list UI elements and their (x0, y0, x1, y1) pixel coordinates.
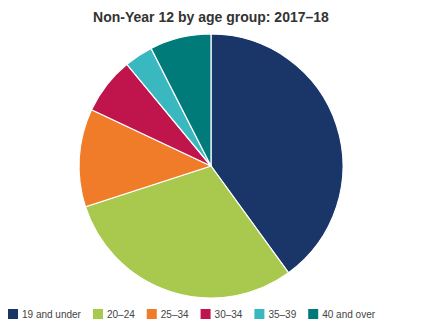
legend-item: 30–34 (201, 309, 243, 320)
legend-item: 35–39 (254, 309, 296, 320)
legend-label: 20–24 (107, 309, 135, 320)
legend-swatch (308, 309, 318, 319)
legend-item: 20–24 (93, 309, 135, 320)
legend: 19 and under 20–24 25–34 30–34 35–39 40 and o… (8, 309, 376, 320)
legend-swatch (201, 309, 211, 319)
legend-swatch (147, 309, 157, 319)
legend-item: 25–34 (147, 309, 189, 320)
chart: Non-Year 12 by age group: 2017–18 19 and … (0, 0, 422, 329)
legend-swatch (93, 309, 103, 319)
legend-label: 40 and over (322, 309, 375, 320)
legend-item: 19 and under (8, 309, 82, 320)
legend-label: 25–34 (161, 309, 189, 320)
legend-label: 30–34 (215, 309, 243, 320)
slice (151, 34, 211, 166)
legend-label: 19 and under (22, 309, 82, 320)
legend-label: 35–39 (268, 309, 296, 320)
legend-item: 40 and over (308, 309, 375, 320)
legend-swatch (8, 309, 18, 319)
title: Non-Year 12 by age group: 2017–18 (93, 9, 329, 25)
legend-swatch (254, 309, 264, 319)
pie (79, 34, 343, 298)
